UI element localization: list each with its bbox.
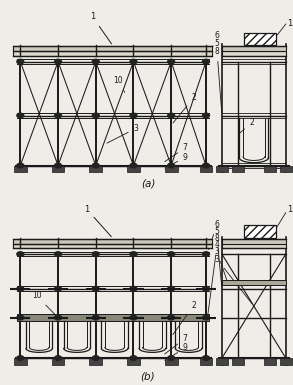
- Circle shape: [130, 113, 137, 118]
- Circle shape: [168, 286, 175, 291]
- Text: 3: 3: [107, 124, 138, 143]
- Text: 4: 4: [208, 240, 219, 315]
- Bar: [280, 358, 292, 365]
- Bar: [127, 166, 140, 172]
- Bar: [222, 46, 286, 51]
- Bar: [232, 358, 244, 365]
- Circle shape: [168, 163, 175, 168]
- Bar: [280, 166, 292, 172]
- Bar: [52, 358, 64, 365]
- Bar: [13, 46, 212, 51]
- Bar: [222, 51, 286, 56]
- Bar: [89, 166, 102, 172]
- Text: 7: 7: [165, 334, 188, 354]
- Circle shape: [202, 113, 209, 118]
- Circle shape: [17, 356, 24, 360]
- Bar: [200, 358, 212, 365]
- Bar: [13, 244, 212, 248]
- Text: 2: 2: [240, 118, 254, 133]
- Text: (b): (b): [141, 371, 155, 381]
- Circle shape: [17, 113, 24, 118]
- Circle shape: [17, 59, 24, 64]
- Circle shape: [54, 286, 62, 291]
- Text: 10: 10: [113, 76, 125, 92]
- Circle shape: [17, 163, 24, 168]
- Text: 8: 8: [215, 234, 222, 286]
- Circle shape: [202, 286, 209, 291]
- Bar: [232, 166, 244, 172]
- Text: 7: 7: [165, 143, 188, 162]
- Bar: [216, 358, 228, 365]
- Bar: [264, 358, 276, 365]
- Circle shape: [17, 286, 24, 291]
- Bar: [89, 358, 102, 365]
- Circle shape: [168, 59, 175, 64]
- Circle shape: [202, 356, 209, 360]
- Text: 9: 9: [165, 343, 188, 360]
- Bar: [165, 358, 178, 365]
- Bar: [264, 166, 276, 172]
- Text: 5: 5: [209, 39, 219, 54]
- Text: 6: 6: [208, 220, 219, 249]
- Circle shape: [92, 356, 99, 360]
- Bar: [222, 244, 286, 248]
- Circle shape: [54, 356, 62, 360]
- Circle shape: [130, 315, 137, 320]
- Circle shape: [130, 356, 137, 360]
- Bar: [216, 166, 228, 172]
- Circle shape: [92, 315, 99, 320]
- Circle shape: [130, 163, 137, 168]
- Circle shape: [168, 113, 175, 118]
- Bar: [222, 280, 286, 285]
- Circle shape: [202, 252, 209, 256]
- Bar: [244, 225, 276, 238]
- Circle shape: [54, 113, 62, 118]
- Text: 6: 6: [209, 32, 219, 57]
- Text: 9: 9: [165, 153, 188, 168]
- Circle shape: [130, 59, 137, 64]
- Text: 2: 2: [173, 93, 196, 123]
- Circle shape: [54, 252, 62, 256]
- Circle shape: [202, 59, 209, 64]
- Bar: [13, 239, 212, 244]
- Circle shape: [168, 315, 175, 320]
- Circle shape: [130, 252, 137, 256]
- Text: 3: 3: [215, 255, 252, 304]
- Circle shape: [17, 252, 24, 256]
- Text: 1: 1: [287, 18, 292, 28]
- Text: 1: 1: [287, 205, 292, 214]
- Circle shape: [54, 59, 62, 64]
- Bar: [18, 314, 209, 321]
- Bar: [200, 166, 212, 172]
- Text: 2: 2: [173, 301, 196, 335]
- Bar: [52, 166, 64, 172]
- Bar: [14, 358, 27, 365]
- Bar: [13, 51, 212, 56]
- Circle shape: [17, 315, 24, 320]
- Bar: [127, 358, 140, 365]
- Bar: [165, 166, 178, 172]
- Text: 10: 10: [32, 291, 56, 316]
- Circle shape: [202, 315, 209, 320]
- Text: 8: 8: [215, 47, 222, 113]
- Circle shape: [130, 286, 137, 291]
- Circle shape: [168, 356, 175, 360]
- Circle shape: [92, 113, 99, 118]
- Circle shape: [202, 163, 209, 168]
- Circle shape: [92, 59, 99, 64]
- Text: (a): (a): [141, 179, 155, 189]
- Text: 5: 5: [209, 227, 219, 246]
- Bar: [244, 33, 276, 45]
- Text: 1: 1: [84, 205, 111, 237]
- Circle shape: [54, 163, 62, 168]
- Circle shape: [92, 163, 99, 168]
- Circle shape: [54, 315, 62, 320]
- Bar: [14, 166, 27, 172]
- Circle shape: [92, 286, 99, 291]
- Circle shape: [92, 252, 99, 256]
- Text: 1: 1: [90, 12, 112, 44]
- Circle shape: [168, 252, 175, 256]
- Bar: [222, 239, 286, 244]
- Text: 3: 3: [215, 247, 227, 280]
